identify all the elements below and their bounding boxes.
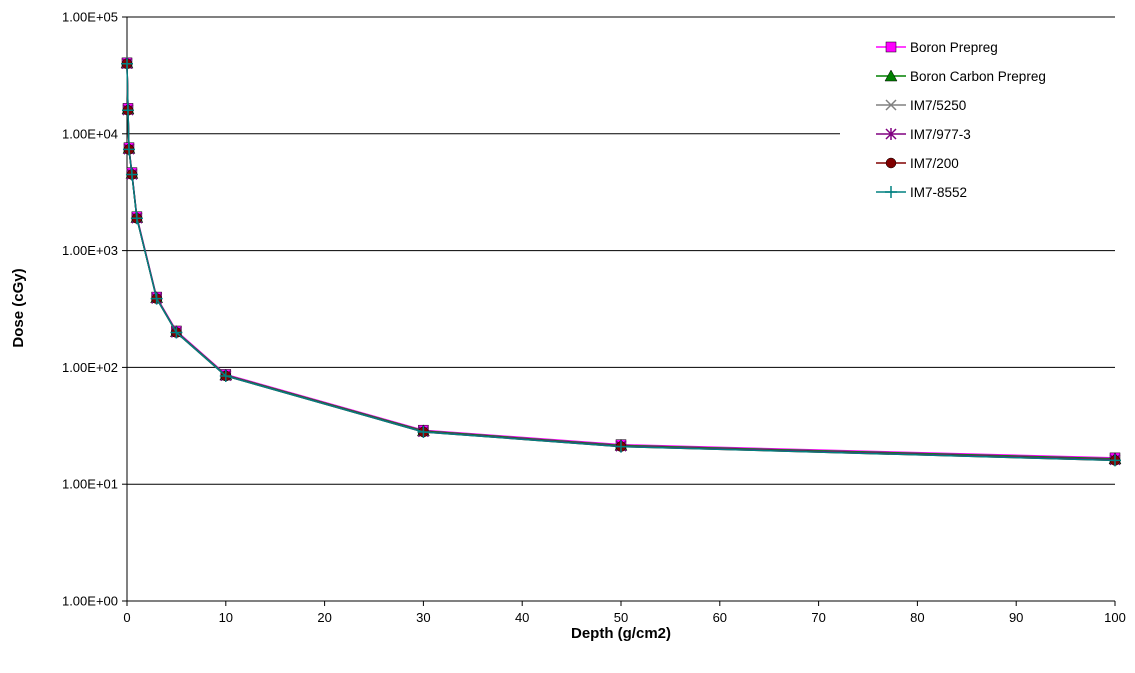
legend-label-im7-977-3: IM7/977-3 <box>910 127 971 142</box>
x-tick-label: 20 <box>317 610 331 625</box>
y-axis-title: Dose (cGy) <box>10 268 27 347</box>
data-point-im7-8552 <box>219 369 232 382</box>
data-point-im7-8552 <box>417 425 430 438</box>
y-tick-label: 1.00E+05 <box>62 10 118 25</box>
x-tick-label: 10 <box>219 610 233 625</box>
legend-entry-im7-200: IM7/200 <box>876 156 959 171</box>
x-axis-title: Depth (g/cm2) <box>571 625 671 642</box>
data-point-im7-8552 <box>615 440 627 453</box>
data-point-im7-8552 <box>122 143 135 156</box>
y-tick-label: 1.00E+04 <box>62 126 118 141</box>
series-lines <box>120 56 1122 467</box>
legend: Boron Prepreg Boron Carbon Prepreg IM7/525… <box>840 30 1115 210</box>
x-tick-label: 70 <box>811 610 825 625</box>
legend-entry-boron-prepreg: Boron Prepreg <box>876 40 998 55</box>
legend-label-im7-8552: IM7-8552 <box>910 185 967 200</box>
legend-label-im7-5250: IM7/5250 <box>910 98 966 113</box>
legend-label-boron-prepreg: Boron Prepreg <box>910 40 998 55</box>
legend-marker-boron-prepreg <box>885 41 897 53</box>
data-point-im7-8552 <box>170 326 183 339</box>
legend-marker-im7-200 <box>885 157 897 169</box>
x-tick-label: 50 <box>614 610 628 625</box>
data-point-im7-8552 <box>130 212 143 225</box>
legend-marker-im7-8552 <box>885 186 897 198</box>
legend-label-im7-200: IM7/200 <box>910 156 959 171</box>
x-tick-label: 30 <box>416 610 430 625</box>
data-point-im7-8552 <box>121 57 133 70</box>
legend-entry-boron-carbon-prepreg: Boron Carbon Prepreg <box>876 69 1046 84</box>
legend-entry-im7-8552: IM7-8552 <box>876 185 967 200</box>
x-tick-label: 60 <box>713 610 727 625</box>
y-tick-label: 1.00E+03 <box>62 243 118 258</box>
legend-marker-boron-carbon-prepreg <box>884 69 898 82</box>
legend-entry-im7-977-3: IM7/977-3 <box>876 127 971 142</box>
x-tick-label: 100 <box>1104 610 1126 625</box>
data-point-im7-8552 <box>121 104 134 117</box>
series-im7-8552 <box>121 57 1121 467</box>
legend-entry-im7-5250: IM7/5250 <box>876 98 966 113</box>
data-point-im7-8552 <box>125 168 138 181</box>
tick-labels: 1.00E+00 1.00E+01 1.00E+02 1.00E+03 1.00E+04… <box>62 10 1126 626</box>
legend-marker-im7-977-3 <box>885 128 897 140</box>
x-tick-label: 90 <box>1009 610 1023 625</box>
x-tick-label: 0 <box>123 610 130 625</box>
legend-marker-im7-5250 <box>885 99 897 111</box>
y-tick-label: 1.00E+01 <box>62 477 118 492</box>
data-point-im7-8552 <box>150 292 163 305</box>
y-tick-label: 1.00E+00 <box>62 594 118 609</box>
data-point-im7-8552 <box>1109 454 1121 467</box>
x-tick-label: 80 <box>910 610 924 625</box>
y-tick-label: 1.00E+02 <box>62 360 118 375</box>
legend-background <box>840 30 1115 210</box>
legend-label-boron-carbon-prepreg: Boron Carbon Prepreg <box>910 69 1046 84</box>
x-tick-label: 40 <box>515 610 529 625</box>
